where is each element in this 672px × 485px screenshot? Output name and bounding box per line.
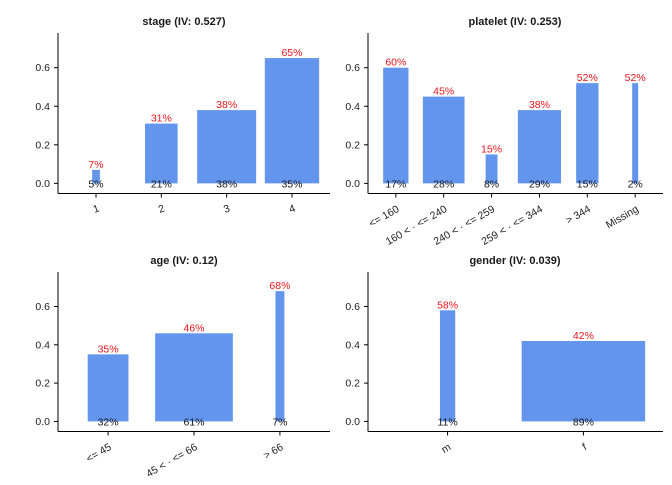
panel-title: stage (IV: 0.527) [142,16,225,28]
bar--66 [275,291,285,422]
panel-title: platelet (IV: 0.253) [469,16,562,28]
x-tick-label: 1 [91,202,101,215]
bar-240-259 [485,154,498,184]
bar-160-240 [422,96,465,184]
bar-count-label: 2% [628,178,643,190]
y-tick-label: 0.4 [35,101,50,113]
y-tick-label: 0.6 [345,62,360,74]
bar-count-label: 21% [151,178,172,190]
x-tick-label: 4 [287,202,297,215]
bar-count-label: 32% [98,416,119,428]
bar-value-label: 31% [151,113,172,125]
panel-title: age (IV: 0.12) [150,255,218,267]
y-tick-label: 0.6 [35,62,50,74]
x-tick-label: f [580,441,589,453]
x-tick-label: 2 [157,202,167,215]
bar-count-label: 11% [437,416,457,428]
bar-count-label: 17% [385,178,406,190]
bar-value-label: 35% [98,343,119,355]
x-tick-label: <= 160 [367,203,401,230]
y-tick-label: 0.0 [35,416,50,428]
y-tick-label: 0.2 [345,139,360,151]
bar-3 [197,110,257,184]
bar-count-label: 35% [281,178,302,190]
y-tick-label: 0.6 [345,301,360,313]
bar-value-label: 68% [269,280,290,292]
bar-count-label: 8% [484,178,499,190]
bar-value-label: 46% [183,322,204,334]
y-tick-label: 0.0 [345,178,360,190]
bar-2 [145,123,178,184]
bar-value-label: 42% [573,330,594,342]
y-tick-label: 0.4 [35,339,50,351]
bar-count-label: 28% [433,178,454,190]
bar-value-label: 15% [481,143,502,155]
bar-1 [92,169,100,184]
bar-count-label: 38% [216,178,237,190]
bar-value-label: 58% [437,299,458,311]
bar-value-label: 38% [216,99,237,111]
bar-value-label: 7% [88,159,103,171]
bar-count-label: 5% [88,178,103,190]
x-tick-label: > 66 [261,441,285,462]
panel-title: gender (IV: 0.039) [469,255,560,267]
bar-count-label: 15% [577,178,598,190]
bar-259-344 [517,110,562,184]
x-tick-label: 45 < · <= 66 [144,441,199,480]
bar--45 [87,354,129,422]
bar-f [521,340,646,422]
y-tick-label: 0.2 [35,378,50,390]
bar-45-66 [155,333,233,422]
bar-value-label: 52% [577,72,598,84]
x-tick-label: Missing [604,203,641,231]
x-tick-label: > 344 [564,203,593,227]
y-tick-label: 0.2 [345,378,360,390]
bar-value-label: 38% [529,99,550,111]
bar-count-label: 89% [573,416,594,428]
bar-count-label: 29% [529,178,550,190]
y-tick-label: 0.4 [345,101,360,113]
bar-m [439,310,456,422]
y-tick-label: 0.2 [35,139,50,151]
bar-count-label: 7% [272,416,287,428]
bar-4 [264,58,320,184]
bar-value-label: 45% [433,86,454,98]
bar--344 [576,83,599,184]
bar-missing [632,83,639,184]
x-tick-label: <= 45 [84,441,113,465]
bar--160 [383,67,409,184]
bar-value-label: 52% [625,72,646,84]
y-tick-label: 0.6 [35,301,50,313]
bar-value-label: 60% [385,57,406,69]
bar-value-label: 65% [281,47,302,59]
x-tick-label: 3 [222,202,232,215]
y-tick-label: 0.0 [35,178,50,190]
x-tick-label: m [440,441,454,456]
bar-count-label: 61% [183,416,204,428]
y-tick-label: 0.0 [345,416,360,428]
y-tick-label: 0.4 [345,339,360,351]
